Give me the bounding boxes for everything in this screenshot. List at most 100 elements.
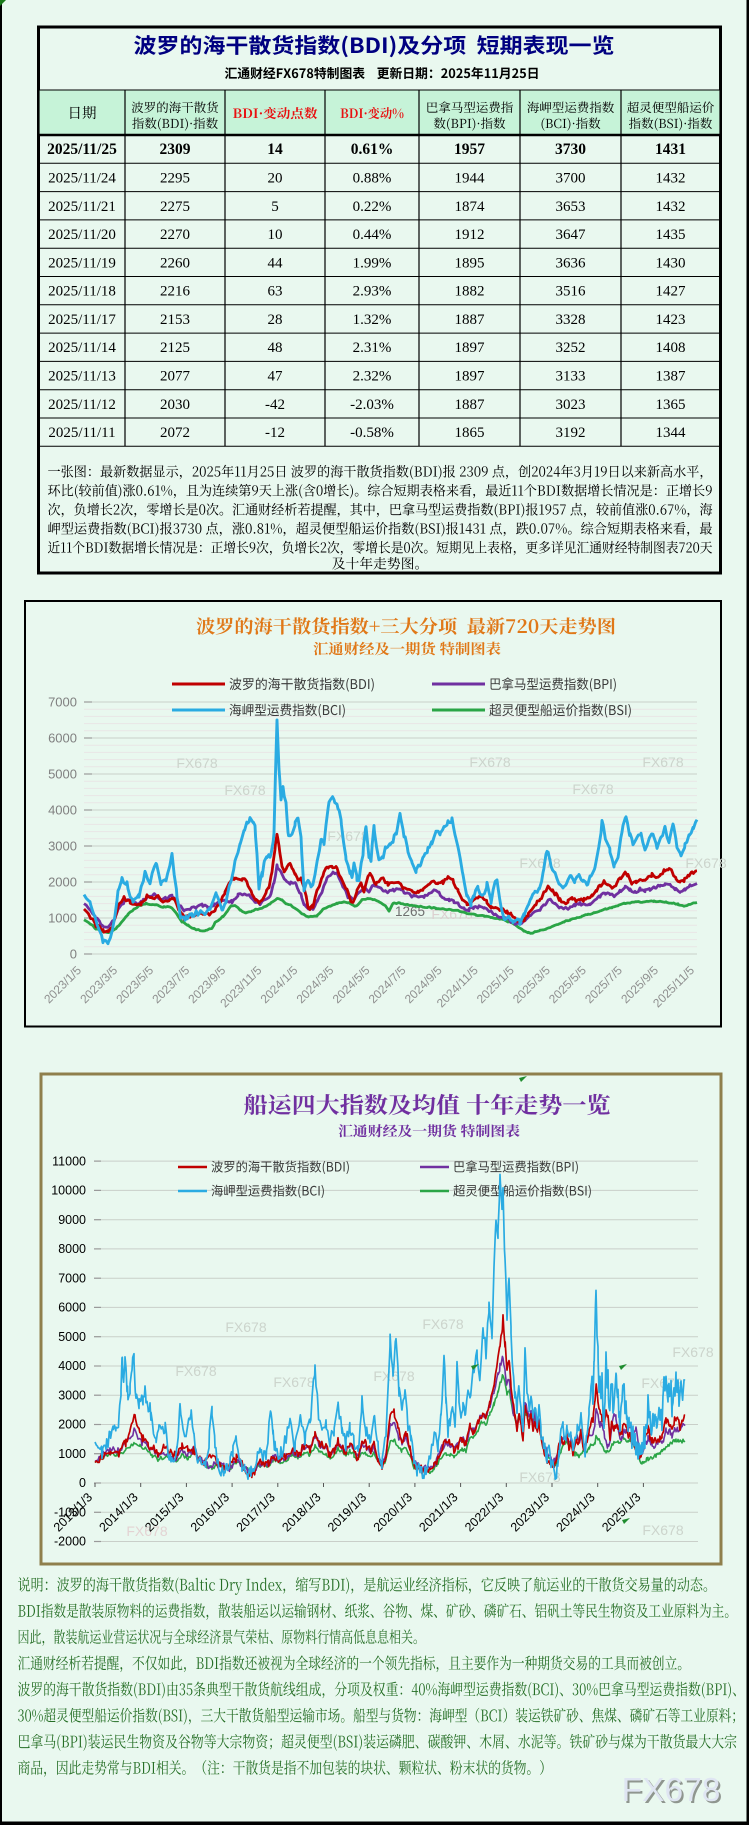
- svg-text:2072: 2072: [160, 425, 190, 441]
- svg-text:5: 5: [271, 199, 279, 215]
- svg-text:1897: 1897: [455, 369, 486, 385]
- svg-text:2260: 2260: [160, 255, 190, 271]
- svg-text:1887: 1887: [455, 312, 486, 328]
- svg-text:1430: 1430: [656, 255, 686, 271]
- svg-text:11000: 11000: [52, 1154, 86, 1168]
- svg-text:3328: 3328: [556, 312, 586, 328]
- svg-text:2025/11/12: 2025/11/12: [48, 397, 116, 413]
- svg-text:FX678: FX678: [327, 828, 368, 844]
- svg-text:FX678: FX678: [624, 1774, 723, 1811]
- svg-text:1874: 1874: [455, 199, 486, 215]
- svg-text:-0.58%: -0.58%: [350, 425, 394, 441]
- svg-text:2125: 2125: [160, 340, 190, 356]
- svg-text:3023: 3023: [556, 397, 586, 413]
- svg-text:1887: 1887: [455, 397, 486, 413]
- svg-text:7000: 7000: [58, 1271, 86, 1285]
- svg-text:20: 20: [268, 171, 283, 187]
- svg-text:1365: 1365: [656, 397, 686, 413]
- svg-text:-2000: -2000: [54, 1535, 86, 1549]
- svg-text:6000: 6000: [48, 731, 77, 746]
- svg-text:1344: 1344: [656, 425, 687, 441]
- svg-text:FX678: FX678: [224, 782, 265, 798]
- svg-text:1957: 1957: [454, 141, 485, 158]
- svg-text:-12: -12: [265, 425, 285, 441]
- svg-text:3000: 3000: [58, 1388, 86, 1402]
- svg-text:2.31%: 2.31%: [353, 340, 392, 356]
- svg-text:0.61%: 0.61%: [351, 141, 394, 158]
- svg-text:7000: 7000: [48, 695, 77, 710]
- svg-text:14: 14: [267, 141, 283, 158]
- svg-text:4000: 4000: [48, 803, 77, 818]
- svg-text:2025/11/17: 2025/11/17: [48, 312, 116, 328]
- svg-text:4000: 4000: [58, 1359, 86, 1373]
- svg-text:2.93%: 2.93%: [353, 284, 392, 300]
- svg-text:-42: -42: [265, 397, 285, 413]
- svg-text:3133: 3133: [556, 369, 586, 385]
- svg-text:1435: 1435: [656, 227, 686, 243]
- svg-text:FX678: FX678: [572, 781, 613, 797]
- svg-text:2025/11/14: 2025/11/14: [48, 340, 116, 356]
- svg-text:FX678: FX678: [519, 855, 560, 871]
- svg-text:0.44%: 0.44%: [353, 227, 392, 243]
- svg-text:-2.03%: -2.03%: [350, 397, 394, 413]
- svg-text:1895: 1895: [455, 255, 485, 271]
- svg-text:2153: 2153: [160, 312, 190, 328]
- svg-text:1408: 1408: [656, 340, 686, 356]
- svg-text:2295: 2295: [160, 171, 190, 187]
- svg-text:2025/11/21: 2025/11/21: [48, 199, 116, 215]
- svg-text:1.99%: 1.99%: [353, 255, 392, 271]
- svg-text:1387: 1387: [656, 369, 687, 385]
- svg-text:2275: 2275: [160, 199, 190, 215]
- svg-text:10: 10: [268, 227, 283, 243]
- svg-text:1000: 1000: [58, 1447, 86, 1461]
- svg-text:FX678: FX678: [126, 1523, 167, 1539]
- svg-text:8000: 8000: [58, 1242, 86, 1256]
- svg-text:3000: 3000: [48, 839, 77, 854]
- svg-text:10000: 10000: [51, 1184, 86, 1198]
- svg-text:-1000: -1000: [54, 1506, 86, 1520]
- svg-text:3700: 3700: [556, 171, 586, 187]
- svg-text:1432: 1432: [656, 199, 686, 215]
- svg-text:2.32%: 2.32%: [353, 369, 392, 385]
- svg-text:FX678: FX678: [373, 1368, 414, 1384]
- svg-text:3636: 3636: [556, 255, 587, 271]
- svg-text:9000: 9000: [58, 1213, 86, 1227]
- svg-text:2030: 2030: [160, 397, 190, 413]
- svg-text:3252: 3252: [556, 340, 586, 356]
- svg-text:0.22%: 0.22%: [353, 199, 392, 215]
- svg-text:1431: 1431: [655, 141, 686, 158]
- svg-text:FX678: FX678: [642, 1522, 683, 1538]
- svg-text:FX678: FX678: [422, 1316, 463, 1332]
- svg-text:47: 47: [268, 369, 284, 385]
- svg-text:5000: 5000: [58, 1330, 86, 1344]
- svg-text:1427: 1427: [656, 284, 687, 300]
- svg-text:FX678: FX678: [672, 1344, 713, 1360]
- svg-text:28: 28: [268, 312, 283, 328]
- svg-text:3192: 3192: [556, 425, 586, 441]
- svg-text:FX678: FX678: [622, 1772, 721, 1809]
- svg-text:FX678: FX678: [225, 1319, 266, 1335]
- svg-text:3516: 3516: [556, 284, 587, 300]
- svg-text:3653: 3653: [556, 199, 586, 215]
- svg-text:2270: 2270: [160, 227, 190, 243]
- svg-text:2025/11/20: 2025/11/20: [48, 227, 116, 243]
- svg-text:5000: 5000: [48, 767, 77, 782]
- svg-text:FX678: FX678: [273, 1374, 314, 1390]
- svg-text:FX678: FX678: [519, 1469, 560, 1485]
- svg-text:2025/11/11: 2025/11/11: [48, 425, 115, 441]
- svg-text:1912: 1912: [455, 227, 485, 243]
- svg-text:0: 0: [79, 1476, 86, 1490]
- svg-text:3730: 3730: [555, 141, 586, 158]
- svg-text:2000: 2000: [58, 1418, 86, 1432]
- svg-text:2025/11/24: 2025/11/24: [48, 171, 116, 187]
- svg-text:0.88%: 0.88%: [353, 171, 392, 187]
- svg-text:2025/11/19: 2025/11/19: [48, 255, 116, 271]
- svg-text:1865: 1865: [455, 425, 485, 441]
- svg-text:1432: 1432: [656, 171, 686, 187]
- svg-text:1897: 1897: [455, 340, 486, 356]
- svg-text:1.32%: 1.32%: [353, 312, 392, 328]
- svg-text:2000: 2000: [48, 875, 77, 890]
- svg-text:44: 44: [268, 255, 284, 271]
- svg-text:FX678: FX678: [642, 754, 683, 770]
- svg-text:2309: 2309: [160, 141, 191, 158]
